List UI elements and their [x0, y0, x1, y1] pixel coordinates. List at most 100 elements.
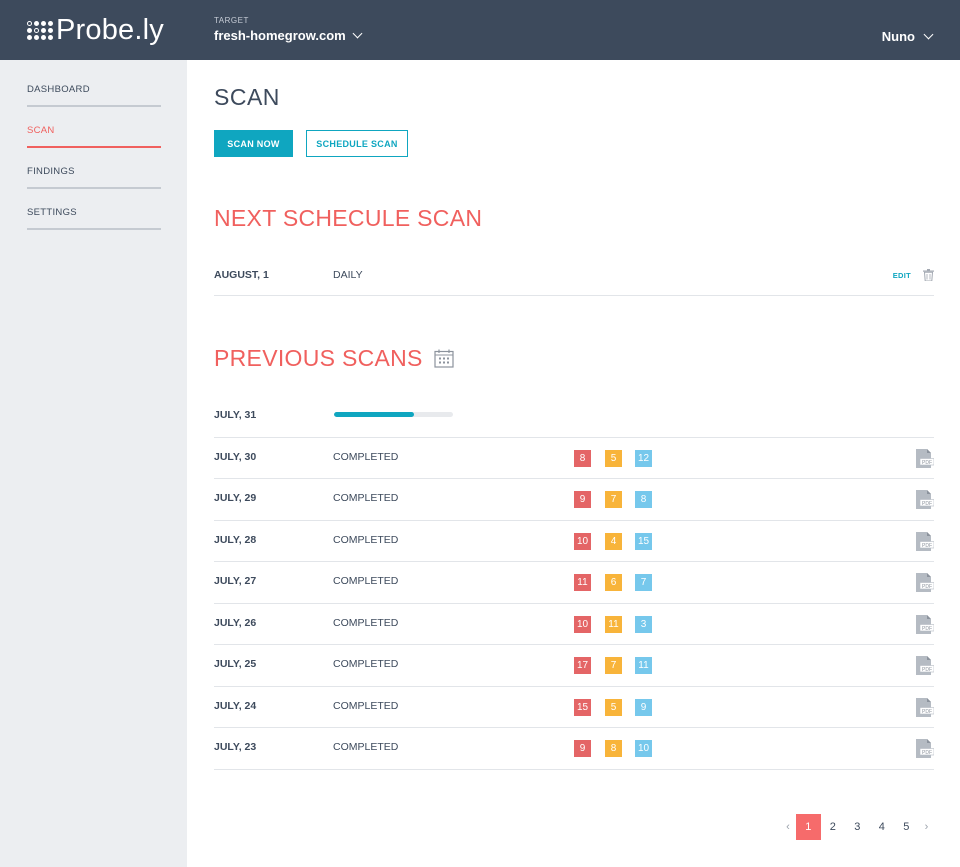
schedule-scan-button[interactable]: SCHEDULE SCAN [306, 130, 408, 157]
pdf-icon[interactable]: PDF [915, 490, 934, 509]
sidebar-item-findings[interactable]: FINDINGS [27, 166, 161, 189]
scan-status: COMPLETED [333, 616, 399, 629]
page-title: SCAN [214, 84, 280, 110]
scan-date: JULY, 28 [214, 533, 257, 546]
high-severity-badge: 10 [574, 532, 592, 550]
pdf-icon[interactable]: PDF [915, 656, 934, 675]
scan-status: COMPLETED [333, 450, 399, 463]
medium-severity-badge: 5 [605, 698, 622, 716]
table-row[interactable]: JULY, 26 COMPLETED 10 11 3 PDF [214, 604, 934, 645]
high-severity-badge: 9 [574, 491, 591, 508]
user-name: Nuno [881, 29, 915, 44]
svg-text:PDF: PDF [922, 584, 932, 590]
scan-progress-bar [334, 412, 453, 417]
high-severity-badge: 15 [574, 698, 592, 716]
scan-status: COMPLETED [333, 658, 399, 670]
pagination-page-3[interactable]: 3 [854, 821, 861, 833]
pdf-icon[interactable]: PDF [915, 573, 934, 592]
calendar-icon[interactable] [434, 349, 454, 368]
low-severity-badge: 12 [635, 449, 653, 467]
table-row[interactable]: JULY, 28 COMPLETED 10 4 15 PDF [214, 521, 934, 562]
pdf-icon[interactable]: PDF [915, 739, 934, 758]
edit-schedule-link[interactable]: EDIT [892, 271, 911, 280]
pagination-page-5[interactable]: 5 [903, 821, 910, 833]
high-severity-badge: 9 [574, 740, 591, 757]
pdf-icon[interactable]: PDF [915, 697, 934, 717]
medium-severity-badge: 7 [605, 491, 622, 508]
svg-text:PDF: PDF [922, 501, 932, 507]
schedule-row: AUGUST, 1 DAILY EDIT [214, 255, 934, 296]
scan-date: JULY, 25 [214, 658, 257, 670]
pagination: ‹ 1 2 3 4 5 › [780, 814, 935, 840]
scan-date: JULY, 26 [214, 616, 257, 629]
target-dropdown[interactable]: fresh-homegrow.com [214, 28, 363, 43]
svg-text:PDF: PDF [922, 750, 932, 756]
sidebar-item-scan[interactable]: SCAN [27, 125, 161, 148]
high-severity-badge: 11 [574, 574, 591, 591]
chevron-down-icon [352, 28, 363, 39]
pdf-icon[interactable]: PDF [915, 448, 934, 468]
probely-logo[interactable]: Probe.ly [27, 14, 164, 46]
table-row[interactable]: JULY, 23 COMPLETED 9 8 10 PDF [214, 728, 934, 770]
target-label: TARGET [214, 16, 249, 25]
scan-progress-fill [334, 412, 414, 417]
table-row[interactable]: JULY, 24 COMPLETED 15 5 9 PDF [214, 687, 934, 728]
top-header: Probe.ly TARGET fresh-homegrow.com Nuno [0, 0, 960, 60]
medium-severity-badge: 7 [605, 657, 622, 674]
scan-status: COMPLETED [333, 575, 399, 587]
scan-date: JULY, 31 [214, 409, 257, 421]
low-severity-badge: 10 [635, 740, 653, 757]
pagination-prev[interactable]: ‹ [786, 821, 790, 833]
trash-icon[interactable] [923, 269, 934, 281]
scan-status: COMPLETED [333, 492, 399, 504]
medium-severity-badge: 11 [605, 615, 622, 633]
scan-status: COMPLETED [333, 741, 399, 753]
next-schedule-title: NEXT SCHECULE SCAN [214, 205, 483, 231]
target-selector[interactable]: TARGET fresh-homegrow.com [214, 16, 363, 43]
scan-date: JULY, 27 [214, 575, 257, 587]
medium-severity-badge: 5 [605, 449, 622, 467]
pagination-page-1[interactable]: 1 [796, 814, 821, 840]
svg-text:PDF: PDF [922, 708, 932, 714]
sidebar-item-dashboard[interactable]: DASHBOARD [27, 84, 161, 107]
medium-severity-badge: 4 [605, 532, 622, 550]
logo-dots-icon [27, 20, 53, 40]
svg-text:PDF: PDF [922, 625, 932, 631]
low-severity-badge: 7 [635, 574, 652, 591]
previous-scans-title: PREVIOUS SCANS [214, 345, 423, 371]
scan-list: JULY, 31 JULY, 30 COMPLETED 8 5 12 PDF J… [214, 396, 934, 770]
pagination-page-2[interactable]: 2 [829, 821, 836, 833]
low-severity-badge: 8 [635, 491, 652, 508]
scan-status: COMPLETED [333, 699, 399, 712]
low-severity-badge: 15 [635, 532, 653, 550]
scan-status: COMPLETED [333, 533, 399, 546]
table-row[interactable]: JULY, 25 COMPLETED 17 7 11 PDF [214, 645, 934, 687]
scan-date: JULY, 24 [214, 699, 257, 712]
scan-row-in-progress[interactable]: JULY, 31 [214, 396, 934, 438]
table-row[interactable]: JULY, 29 COMPLETED 9 7 8 PDF [214, 479, 934, 521]
high-severity-badge: 10 [574, 615, 592, 633]
pdf-icon[interactable]: PDF [915, 531, 934, 551]
svg-text:PDF: PDF [922, 459, 932, 465]
pdf-icon[interactable]: PDF [915, 614, 934, 634]
svg-text:PDF: PDF [922, 667, 932, 673]
high-severity-badge: 8 [574, 449, 591, 467]
user-menu[interactable]: Nuno [881, 29, 934, 44]
svg-text:PDF: PDF [922, 542, 932, 548]
high-severity-badge: 17 [574, 657, 592, 674]
sidebar: DASHBOARD SCAN FINDINGS SETTINGS [0, 60, 187, 867]
chevron-down-icon [923, 29, 934, 40]
low-severity-badge: 11 [635, 657, 652, 674]
pagination-page-4[interactable]: 4 [878, 821, 885, 833]
medium-severity-badge: 6 [605, 574, 622, 591]
scan-date: JULY, 29 [214, 492, 257, 504]
table-row[interactable]: JULY, 27 COMPLETED 11 6 7 PDF [214, 562, 934, 604]
table-row[interactable]: JULY, 30 COMPLETED 8 5 12 PDF [214, 438, 934, 479]
low-severity-badge: 9 [635, 698, 652, 716]
scan-now-button[interactable]: SCAN NOW [214, 130, 293, 157]
low-severity-badge: 3 [635, 615, 652, 633]
pagination-next[interactable]: › [924, 821, 929, 833]
schedule-date: AUGUST, 1 [214, 269, 269, 281]
target-value: fresh-homegrow.com [214, 28, 346, 43]
sidebar-item-settings[interactable]: SETTINGS [27, 207, 161, 230]
